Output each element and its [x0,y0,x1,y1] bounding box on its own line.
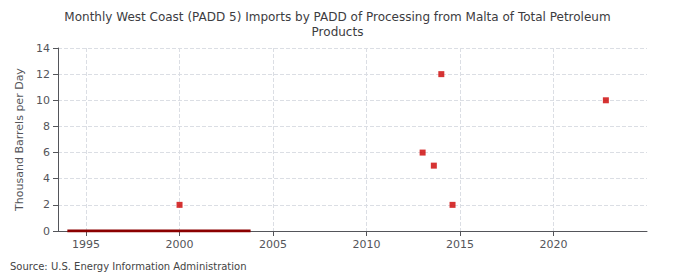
svg-text:2005: 2005 [259,238,287,251]
svg-text:10: 10 [36,94,50,107]
svg-text:2010: 2010 [353,238,381,251]
svg-text:6: 6 [43,146,50,159]
svg-text:Products: Products [312,25,364,39]
svg-text:2020: 2020 [540,238,568,251]
svg-text:2: 2 [43,198,50,211]
svg-text:14: 14 [36,42,50,55]
svg-text:1995: 1995 [72,238,100,251]
svg-text:2000: 2000 [166,238,194,251]
svg-text:4: 4 [43,172,50,185]
svg-text:0: 0 [43,225,50,238]
svg-text:2015: 2015 [446,238,474,251]
svg-text:Thousand Barrels per Day: Thousand Barrels per Day [13,68,26,212]
svg-text:12: 12 [36,68,50,81]
svg-text:8: 8 [43,120,50,133]
svg-text:Source: U.S. Energy Informatio: Source: U.S. Energy Information Administ… [10,261,247,272]
svg-text:Monthly West Coast (PADD 5) Im: Monthly West Coast (PADD 5) Imports by P… [64,10,610,24]
